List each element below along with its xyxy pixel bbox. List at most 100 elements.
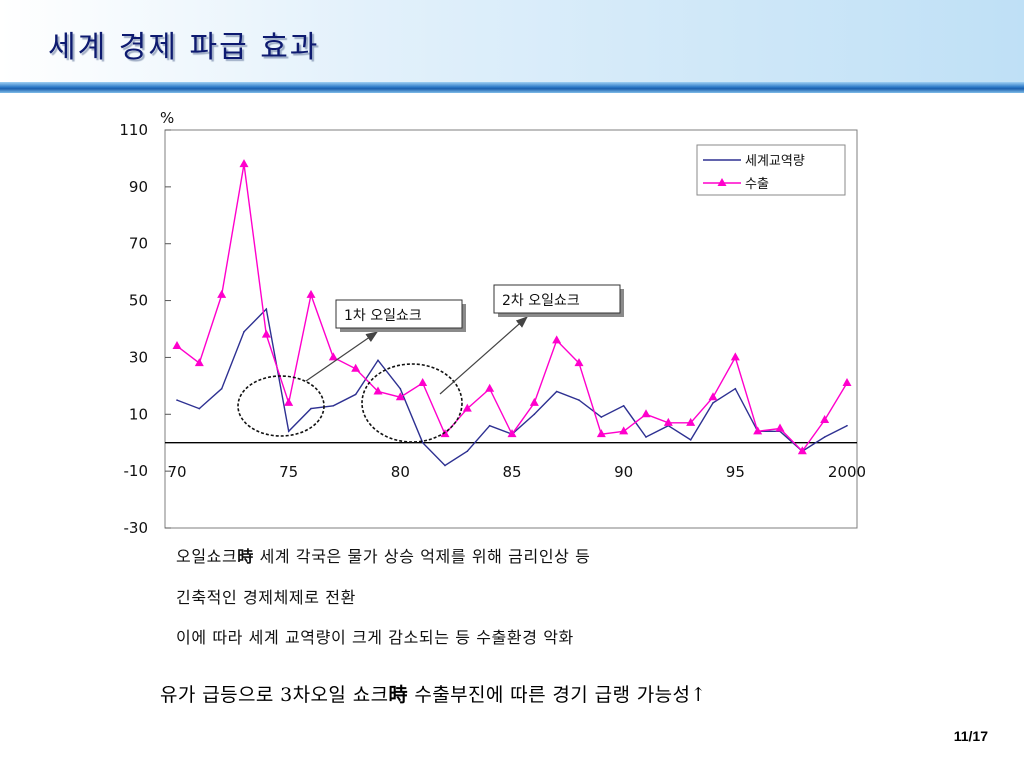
note-line-3: 이에 따라 세계 교역량이 크게 감소되는 등 수출환경 악화 bbox=[176, 628, 574, 647]
data-point-0 bbox=[354, 393, 357, 396]
data-point-1 bbox=[686, 417, 696, 426]
data-point-0 bbox=[198, 407, 201, 410]
y-tick-label: 50 bbox=[129, 292, 148, 310]
data-point-1 bbox=[373, 386, 383, 395]
data-point-1 bbox=[641, 409, 651, 418]
x-tick-label: 85 bbox=[502, 463, 521, 481]
note-line-2: 긴축적인 경제체제로 전환 bbox=[176, 587, 356, 607]
note-line-1: 오일쇼크時 세계 각국은 물가 상승 억제를 위해 금리인상 등 bbox=[176, 544, 876, 585]
data-point-1 bbox=[239, 159, 249, 168]
note-line-1-post: 세계 각국은 물가 상승 억제를 위해 금리인상 등 bbox=[253, 547, 591, 566]
y-tick-label: -30 bbox=[124, 519, 149, 537]
y-tick-label: 90 bbox=[129, 178, 148, 196]
header-band bbox=[0, 0, 1024, 82]
data-point-1 bbox=[485, 383, 495, 392]
conclusion: 유가 급등으로 3차오일 쇼크時 수출부진에 따른 경기 급랭 가능성↑ bbox=[160, 680, 960, 707]
plot-frame bbox=[164, 129, 858, 529]
oil-shock-2-label: 2차 오일쇼크 bbox=[502, 293, 580, 309]
conclusion-post: 수출부진에 따른 경기 급랭 가능성↑ bbox=[407, 684, 707, 706]
data-point-0 bbox=[399, 387, 402, 390]
data-point-1 bbox=[753, 426, 763, 435]
data-point-0 bbox=[734, 387, 737, 390]
legend-label-world-trade: 세계교역량 bbox=[745, 154, 805, 169]
y-tick-label: 70 bbox=[129, 235, 148, 253]
data-point-1 bbox=[418, 378, 428, 387]
data-point-1 bbox=[217, 289, 227, 298]
data-point-1 bbox=[194, 358, 204, 367]
data-point-0 bbox=[712, 402, 714, 404]
data-point-1 bbox=[306, 289, 316, 298]
data-point-0 bbox=[421, 441, 424, 444]
y-axis-unit-label: % bbox=[160, 109, 174, 127]
oil-shock-1-arrow bbox=[305, 331, 378, 382]
data-point-1 bbox=[842, 378, 852, 387]
x-tick-label: 75 bbox=[279, 463, 298, 481]
legend-marker-exports-triangle bbox=[717, 178, 727, 186]
data-point-1 bbox=[284, 397, 294, 406]
data-point-1 bbox=[351, 363, 361, 372]
data-point-0 bbox=[444, 464, 446, 467]
x-axis: 70 75 80 85 90 95 2000 bbox=[167, 463, 866, 481]
data-point-1 bbox=[775, 423, 785, 432]
note-line-1-bold: 時 bbox=[237, 547, 254, 566]
x-tick-label: 70 bbox=[167, 463, 186, 481]
data-point-0 bbox=[555, 390, 558, 393]
y-axis: 110 90 70 50 30 10 -10 -30 bbox=[119, 121, 171, 537]
notes: 오일쇼크時 세계 각국은 물가 상승 억제를 위해 금리인상 등 긴축적인 경제… bbox=[176, 544, 876, 666]
data-point-1 bbox=[552, 335, 562, 344]
data-point-0 bbox=[600, 416, 603, 418]
y-tick-label: 110 bbox=[119, 121, 148, 139]
data-point-0 bbox=[332, 404, 335, 407]
conclusion-pre: 유가 급등으로 3차오일 쇼크 bbox=[160, 684, 389, 706]
y-tick-label: 10 bbox=[129, 405, 148, 423]
chart-legend: 세계교역량 수출 bbox=[696, 144, 846, 196]
data-point-1 bbox=[730, 352, 740, 361]
data-point-0 bbox=[176, 399, 178, 401]
data-point-1 bbox=[663, 417, 673, 426]
data-point-0 bbox=[846, 424, 848, 427]
data-point-0 bbox=[220, 387, 223, 390]
data-point-1 bbox=[820, 414, 830, 423]
x-tick-label: 95 bbox=[726, 463, 745, 481]
conclusion-bold: 時 bbox=[388, 684, 408, 706]
data-point-1 bbox=[462, 403, 472, 412]
data-point-0 bbox=[578, 399, 580, 401]
legend-label-exports: 수출 bbox=[745, 177, 769, 192]
data-point-0 bbox=[265, 308, 268, 310]
x-tick-label: 2000 bbox=[828, 463, 866, 481]
x-tick-label: 80 bbox=[391, 463, 410, 481]
oil-shock-2-highlight bbox=[361, 363, 463, 443]
data-point-0 bbox=[689, 439, 692, 441]
data-point-0 bbox=[645, 436, 647, 438]
data-point-1 bbox=[507, 429, 517, 438]
y-tick-label: 30 bbox=[129, 348, 148, 366]
data-point-1 bbox=[596, 429, 606, 438]
oil-shock-1-label: 1차 오일쇼크 bbox=[344, 308, 422, 324]
y-tick-label: -10 bbox=[124, 462, 149, 480]
data-point-1 bbox=[529, 397, 539, 406]
x-tick-label: 90 bbox=[614, 463, 633, 481]
data-point-1 bbox=[619, 426, 629, 435]
data-point-0 bbox=[622, 404, 625, 407]
data-point-0 bbox=[533, 413, 536, 416]
oil-shock-1-callout: 1차 오일쇼크 bbox=[335, 299, 466, 332]
data-point-1 bbox=[708, 392, 718, 401]
data-point-0 bbox=[488, 424, 491, 427]
data-point-1 bbox=[395, 392, 405, 401]
data-point-0 bbox=[287, 430, 290, 433]
data-point-1 bbox=[797, 446, 807, 455]
data-point-1 bbox=[328, 352, 338, 361]
slide-title: 세계 경제 파급 효과 bbox=[48, 30, 320, 65]
oil-shock-2-arrow bbox=[439, 316, 528, 395]
oil-shock-2-callout: 2차 오일쇼크 bbox=[493, 284, 624, 317]
series-layer bbox=[172, 159, 852, 467]
data-point-0 bbox=[243, 331, 245, 333]
data-point-1 bbox=[574, 358, 584, 367]
data-point-0 bbox=[466, 450, 469, 453]
note-line-1-pre: 오일쇼크 bbox=[176, 547, 238, 566]
data-point-0 bbox=[823, 436, 826, 438]
data-point-1 bbox=[172, 341, 182, 350]
oil-shock-1-highlight bbox=[237, 375, 325, 437]
